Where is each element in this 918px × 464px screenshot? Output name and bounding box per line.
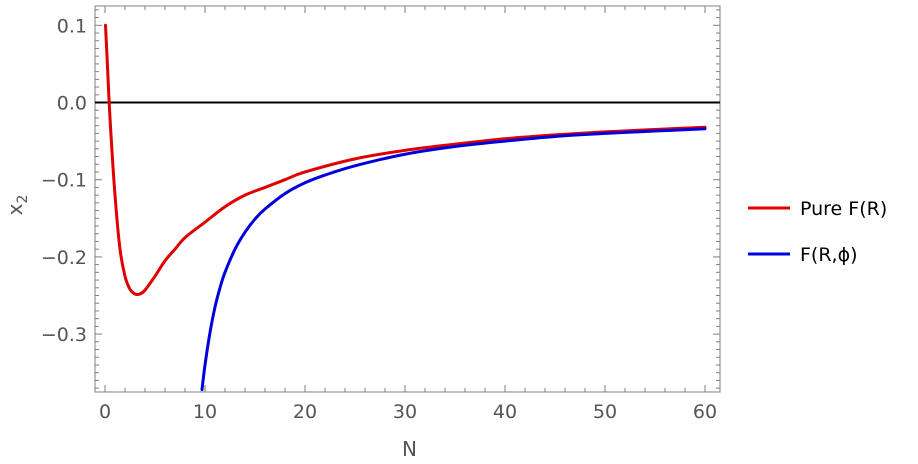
y-axis-label: x2	[3, 195, 31, 216]
y-tick-label: −0.1	[41, 170, 87, 192]
legend-label: Pure F(R)	[800, 198, 887, 220]
y-tick-label: −0.2	[41, 247, 87, 269]
plot-frame	[94, 5, 721, 393]
legend: Pure F(R) F(R,ϕ)	[748, 198, 887, 266]
y-axis-label-subscript: 2	[15, 195, 31, 204]
x-tick-label: 60	[693, 401, 717, 423]
x-tick-label: 10	[193, 401, 217, 423]
tick-labels: 0 10 20 30 40 50 60 0.1 0.0 −0.1 −0.2 −0.3	[41, 15, 717, 423]
x-tick-label: 50	[593, 401, 617, 423]
legend-label: F(R,ϕ)	[800, 244, 858, 266]
y-tick-label: 0.1	[57, 15, 87, 37]
series-line-1	[104, 23, 707, 296]
y-tick-label: 0.0	[57, 93, 87, 115]
x-axis-label: N	[402, 437, 417, 461]
x-tick-label: 0	[99, 401, 111, 423]
axis-ticks	[95, 6, 720, 392]
series-line-2	[200, 127, 707, 392]
x-tick-label: 40	[493, 401, 517, 423]
x-tick-label: 20	[293, 401, 317, 423]
y-axis-label-main: x	[3, 203, 27, 215]
series-lines	[104, 23, 707, 392]
x-tick-label: 30	[393, 401, 417, 423]
y-tick-label: −0.3	[41, 324, 87, 346]
